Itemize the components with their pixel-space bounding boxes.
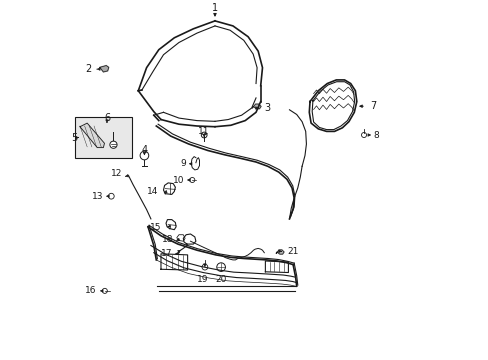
Text: 5: 5	[71, 132, 77, 143]
Text: 13: 13	[92, 192, 103, 201]
Text: 15: 15	[150, 223, 162, 232]
Polygon shape	[276, 250, 284, 254]
Polygon shape	[80, 123, 104, 148]
Circle shape	[102, 288, 107, 293]
Circle shape	[361, 132, 366, 138]
Text: 4: 4	[141, 145, 147, 156]
Text: 2: 2	[85, 64, 91, 74]
Circle shape	[110, 141, 117, 148]
Circle shape	[202, 264, 207, 270]
Text: 1: 1	[211, 3, 218, 13]
Polygon shape	[252, 104, 261, 109]
Text: 12: 12	[110, 169, 122, 178]
Circle shape	[189, 177, 194, 183]
Text: 21: 21	[286, 247, 298, 256]
Text: 19: 19	[197, 275, 208, 284]
Text: 6: 6	[104, 113, 110, 123]
Text: 10: 10	[172, 176, 183, 185]
Text: 16: 16	[85, 287, 97, 295]
Text: 14: 14	[146, 187, 158, 196]
Bar	[75, 117, 132, 158]
Text: 11: 11	[198, 127, 209, 136]
Polygon shape	[100, 66, 108, 72]
Text: 9: 9	[180, 159, 186, 168]
Text: 18: 18	[162, 235, 173, 244]
Text: 7: 7	[369, 101, 375, 111]
Text: 8: 8	[372, 131, 378, 140]
Text: 3: 3	[264, 103, 269, 113]
Text: 20: 20	[215, 275, 226, 284]
Circle shape	[140, 151, 148, 160]
Circle shape	[108, 193, 114, 199]
Text: 17: 17	[161, 249, 172, 258]
Circle shape	[216, 263, 225, 271]
Circle shape	[201, 132, 206, 138]
